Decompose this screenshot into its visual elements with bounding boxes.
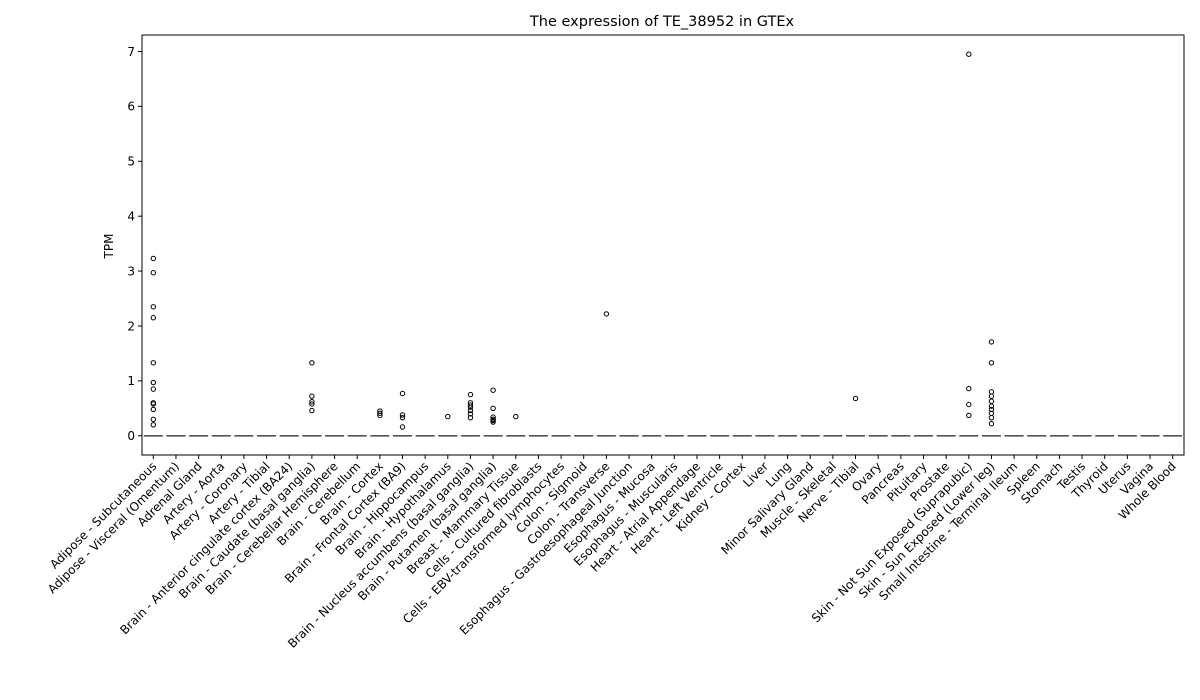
outlier-point	[150, 304, 157, 310]
outlier-point	[399, 390, 406, 397]
y-tick-label: 2	[127, 319, 135, 333]
outlier-point	[377, 410, 383, 416]
outlier-point	[309, 360, 315, 366]
outlier-point	[513, 413, 519, 420]
outlier-point	[150, 416, 157, 423]
outlier-point	[490, 405, 496, 412]
outlier-point	[490, 419, 496, 425]
y-tick-label: 4	[127, 209, 135, 223]
outlier-point	[377, 412, 383, 419]
x-tick-label: Adipose - Visceral (Omentum)	[45, 459, 182, 596]
outlier-point	[399, 412, 406, 418]
y-tick-label: 6	[127, 100, 135, 114]
outlier-point	[467, 402, 474, 408]
y-tick-label: 5	[127, 155, 135, 169]
outlier-point	[467, 414, 474, 421]
outlier-point	[988, 360, 995, 366]
outlier-point	[309, 407, 315, 414]
outlier-point	[150, 422, 157, 428]
outlier-point	[852, 395, 859, 402]
y-tick-label: 1	[127, 374, 135, 388]
outlier-point	[309, 399, 315, 405]
outlier-point	[988, 339, 995, 345]
y-axis-title: TPM	[102, 234, 116, 260]
outlier-point	[988, 403, 995, 409]
outlier-point	[988, 393, 995, 399]
outlier-point	[490, 417, 496, 424]
outlier-point	[988, 406, 995, 413]
outlier-point	[988, 421, 995, 427]
outlier-point	[309, 393, 315, 399]
outlier-point	[150, 406, 157, 413]
outlier-point	[490, 414, 496, 420]
outlier-point	[988, 398, 995, 404]
outlier-point	[150, 270, 157, 276]
outlier-point	[445, 413, 451, 420]
outlier-point	[966, 51, 972, 57]
outlier-point	[467, 411, 474, 417]
outlier-point	[399, 414, 406, 421]
outlier-point	[309, 401, 315, 407]
y-tick-label: 3	[127, 264, 135, 278]
outlier-point	[490, 387, 496, 393]
outlier-point	[467, 404, 474, 410]
outlier-point	[966, 412, 972, 419]
outlier-point	[966, 401, 972, 408]
chart-title: The expression of TE_38952 in GTEx	[529, 14, 795, 30]
outlier-point	[467, 391, 474, 398]
outlier-point	[966, 385, 972, 392]
outlier-point	[150, 360, 157, 366]
plot-frame	[141, 34, 1185, 456]
outlier-point	[150, 315, 157, 321]
outlier-point	[150, 379, 157, 386]
outlier-point	[988, 389, 995, 395]
outlier-point	[150, 386, 157, 392]
outlier-point	[603, 311, 610, 317]
x-tick-label: Liver	[740, 459, 771, 490]
y-tick-label: 7	[127, 45, 135, 59]
outlier-point	[150, 401, 157, 407]
outlier-point	[399, 424, 406, 430]
outlier-point	[988, 414, 995, 421]
outlier-point	[467, 407, 474, 414]
outlier-point	[150, 255, 157, 262]
y-tick-label: 0	[127, 429, 135, 443]
